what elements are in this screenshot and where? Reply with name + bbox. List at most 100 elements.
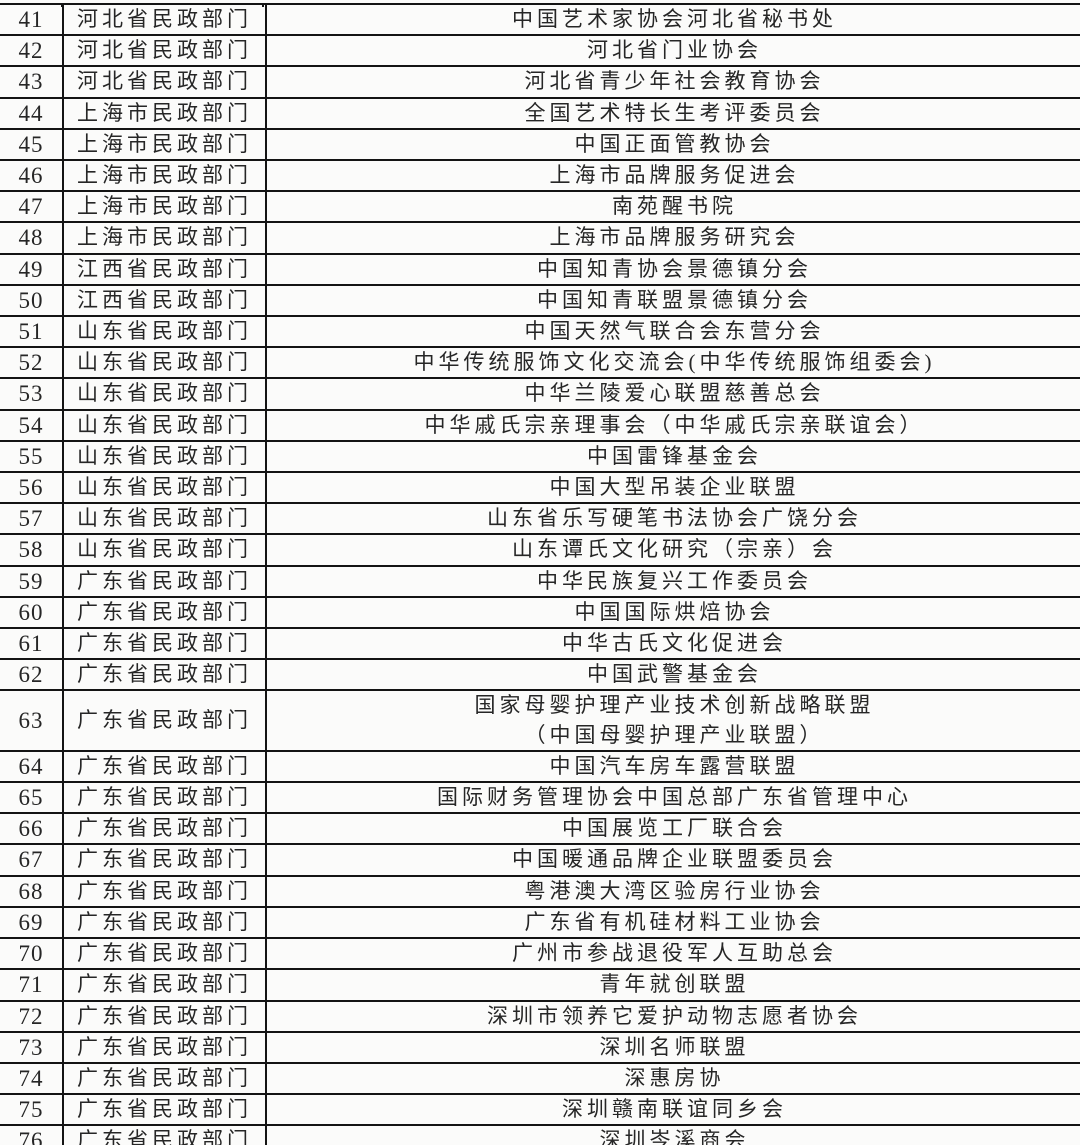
table-row: 68 广东省民政部门 粤港澳大湾区验房行业协会 (0, 874, 1080, 908)
table-row: 67 广东省民政部门 中国暖通品牌企业联盟委员会 (0, 843, 1080, 877)
row-number-cell: 50 (0, 283, 64, 318)
department-cell: 山东省民政部门 (63, 315, 267, 349)
organization-cell: 青年就创联盟 (266, 968, 1080, 1002)
organization-cell: 中国暖通品牌企业联盟委员会 (266, 843, 1080, 877)
row-number-cell: 61 (0, 627, 64, 661)
table-row: 47 上海市民政部门 南苑醒书院 (0, 190, 1080, 224)
department-cell: 上海市民政部门 (63, 96, 267, 130)
row-number-cell: 68 (0, 874, 64, 908)
row-number-cell: 63 (0, 689, 64, 752)
organization-cell: 南苑醒书院 (266, 190, 1080, 224)
department-cell: 上海市民政部门 (63, 221, 267, 255)
organization-cell: 中华戚氏宗亲理事会（中华戚氏宗亲联谊会） (266, 408, 1080, 442)
department-cell: 山东省民政部门 (63, 471, 267, 505)
organization-cell: 河北省门业协会 (266, 34, 1080, 68)
row-number-cell: 42 (0, 34, 64, 68)
table-row: 59 广东省民政部门 中华民族复兴工作委员会 (0, 564, 1080, 598)
table-row: 76 广东省民政部门 深圳岑溪商会 (0, 1124, 1080, 1145)
department-cell: 上海市民政部门 (63, 190, 267, 224)
organization-cell: 中国艺术家协会河北省秘书处 (266, 2, 1080, 37)
table-row: 57 山东省民政部门 山东省乐写硬笔书法协会广饶分会 (0, 502, 1080, 536)
table-row: 62 广东省民政部门 中国武警基金会 (0, 658, 1080, 692)
row-number-cell: 53 (0, 377, 64, 411)
department-cell: 山东省民政部门 (63, 408, 267, 442)
department-cell: 广东省民政部门 (63, 564, 267, 598)
organization-cell: 中华古氏文化促进会 (266, 627, 1080, 661)
row-number-cell: 46 (0, 159, 64, 193)
row-number-cell: 54 (0, 408, 64, 442)
row-number-cell: 73 (0, 1030, 64, 1064)
row-number-cell: 56 (0, 471, 64, 505)
row-number-cell: 75 (0, 1093, 64, 1127)
row-number-cell: 76 (0, 1124, 64, 1145)
department-cell: 广东省民政部门 (63, 905, 267, 940)
department-cell: 山东省民政部门 (63, 502, 267, 536)
organization-cell: 全国艺术特长生考评委员会 (266, 96, 1080, 130)
table-row: 51 山东省民政部门 中国天然气联合会东营分会 (0, 315, 1080, 349)
row-number-cell: 62 (0, 658, 64, 692)
row-number-cell: 71 (0, 968, 64, 1002)
organization-cell: 中国武警基金会 (266, 658, 1080, 692)
organization-cell: 广州市参战退役军人互助总会 (266, 937, 1080, 971)
department-cell: 广东省民政部门 (63, 1093, 267, 1127)
table-row: 56 山东省民政部门 中国大型吊装企业联盟 (0, 471, 1080, 505)
organization-cell: 上海市品牌服务研究会 (266, 221, 1080, 255)
organization-cell: 深圳名师联盟 (266, 1030, 1080, 1064)
department-cell: 广东省民政部门 (63, 595, 267, 630)
department-cell: 广东省民政部门 (63, 1030, 267, 1064)
row-number-cell: 72 (0, 999, 64, 1033)
row-number-cell: 52 (0, 346, 64, 380)
table-row: 41 河北省民政部门 中国艺术家协会河北省秘书处 (0, 2, 1080, 37)
department-cell: 广东省民政部门 (63, 781, 267, 815)
organization-cell: 中国正面管教协会 (266, 127, 1080, 162)
department-cell: 山东省民政部门 (63, 439, 267, 474)
table-row: 46 上海市民政部门 上海市品牌服务促进会 (0, 159, 1080, 193)
department-cell: 山东省民政部门 (63, 346, 267, 380)
organization-cell: 国家母婴护理产业技术创新战略联盟 （中国母婴护理产业联盟） (266, 689, 1080, 752)
row-number-cell: 45 (0, 127, 64, 162)
organization-cell: 上海市品牌服务促进会 (266, 159, 1080, 193)
table-row: 42 河北省民政部门 河北省门业协会 (0, 34, 1080, 68)
row-number-cell: 57 (0, 502, 64, 536)
column-border-stub (262, 3, 264, 7)
organization-cell: 中国雷锋基金会 (266, 439, 1080, 474)
department-cell: 广东省民政部门 (63, 937, 267, 971)
department-cell: 广东省民政部门 (63, 843, 267, 877)
organization-cell: 中国展览工厂联合会 (266, 812, 1080, 846)
row-number-cell: 47 (0, 190, 64, 224)
organization-cell: 山东省乐写硬笔书法协会广饶分会 (266, 502, 1080, 536)
department-cell: 广东省民政部门 (63, 874, 267, 908)
organization-cell: 国际财务管理协会中国总部广东省管理中心 (266, 781, 1080, 815)
department-cell: 广东省民政部门 (63, 812, 267, 846)
department-cell: 广东省民政部门 (63, 689, 267, 752)
organization-cell: 深圳岑溪商会 (266, 1124, 1080, 1145)
organization-cell: 中国汽车房车露营联盟 (266, 749, 1080, 784)
organization-cell: 河北省青少年社会教育协会 (266, 65, 1080, 99)
organization-cell: 中国知青联盟景德镇分会 (266, 283, 1080, 318)
organization-cell: 中华兰陵爱心联盟慈善总会 (266, 377, 1080, 411)
department-cell: 河北省民政部门 (63, 34, 267, 68)
table-row: 54 山东省民政部门 中华戚氏宗亲理事会（中华戚氏宗亲联谊会） (0, 408, 1080, 442)
department-cell: 山东省民政部门 (63, 377, 267, 411)
department-cell: 广东省民政部门 (63, 627, 267, 661)
row-number-cell: 51 (0, 315, 64, 349)
department-cell: 广东省民政部门 (63, 1124, 267, 1145)
row-number-cell: 74 (0, 1061, 64, 1096)
department-cell: 广东省民政部门 (63, 1061, 267, 1096)
row-number-cell: 41 (0, 2, 64, 37)
row-number-cell: 60 (0, 595, 64, 630)
table-row: 65 广东省民政部门 国际财务管理协会中国总部广东省管理中心 (0, 781, 1080, 815)
row-number-cell: 67 (0, 843, 64, 877)
organization-cell: 深圳赣南联谊同乡会 (266, 1093, 1080, 1127)
organization-cell: 中华民族复兴工作委员会 (266, 564, 1080, 598)
department-cell: 广东省民政部门 (63, 749, 267, 784)
table-row: 44 上海市民政部门 全国艺术特长生考评委员会 (0, 96, 1080, 130)
table-row: 64 广东省民政部门 中国汽车房车露营联盟 (0, 749, 1080, 784)
department-cell: 江西省民政部门 (63, 252, 267, 286)
table-row: 71 广东省民政部门 青年就创联盟 (0, 968, 1080, 1002)
organization-cell: 中国大型吊装企业联盟 (266, 471, 1080, 505)
table-row: 70 广东省民政部门 广州市参战退役军人互助总会 (0, 937, 1080, 971)
organization-cell: 中国天然气联合会东营分会 (266, 315, 1080, 349)
organization-cell: 中国国际烘焙协会 (266, 595, 1080, 630)
